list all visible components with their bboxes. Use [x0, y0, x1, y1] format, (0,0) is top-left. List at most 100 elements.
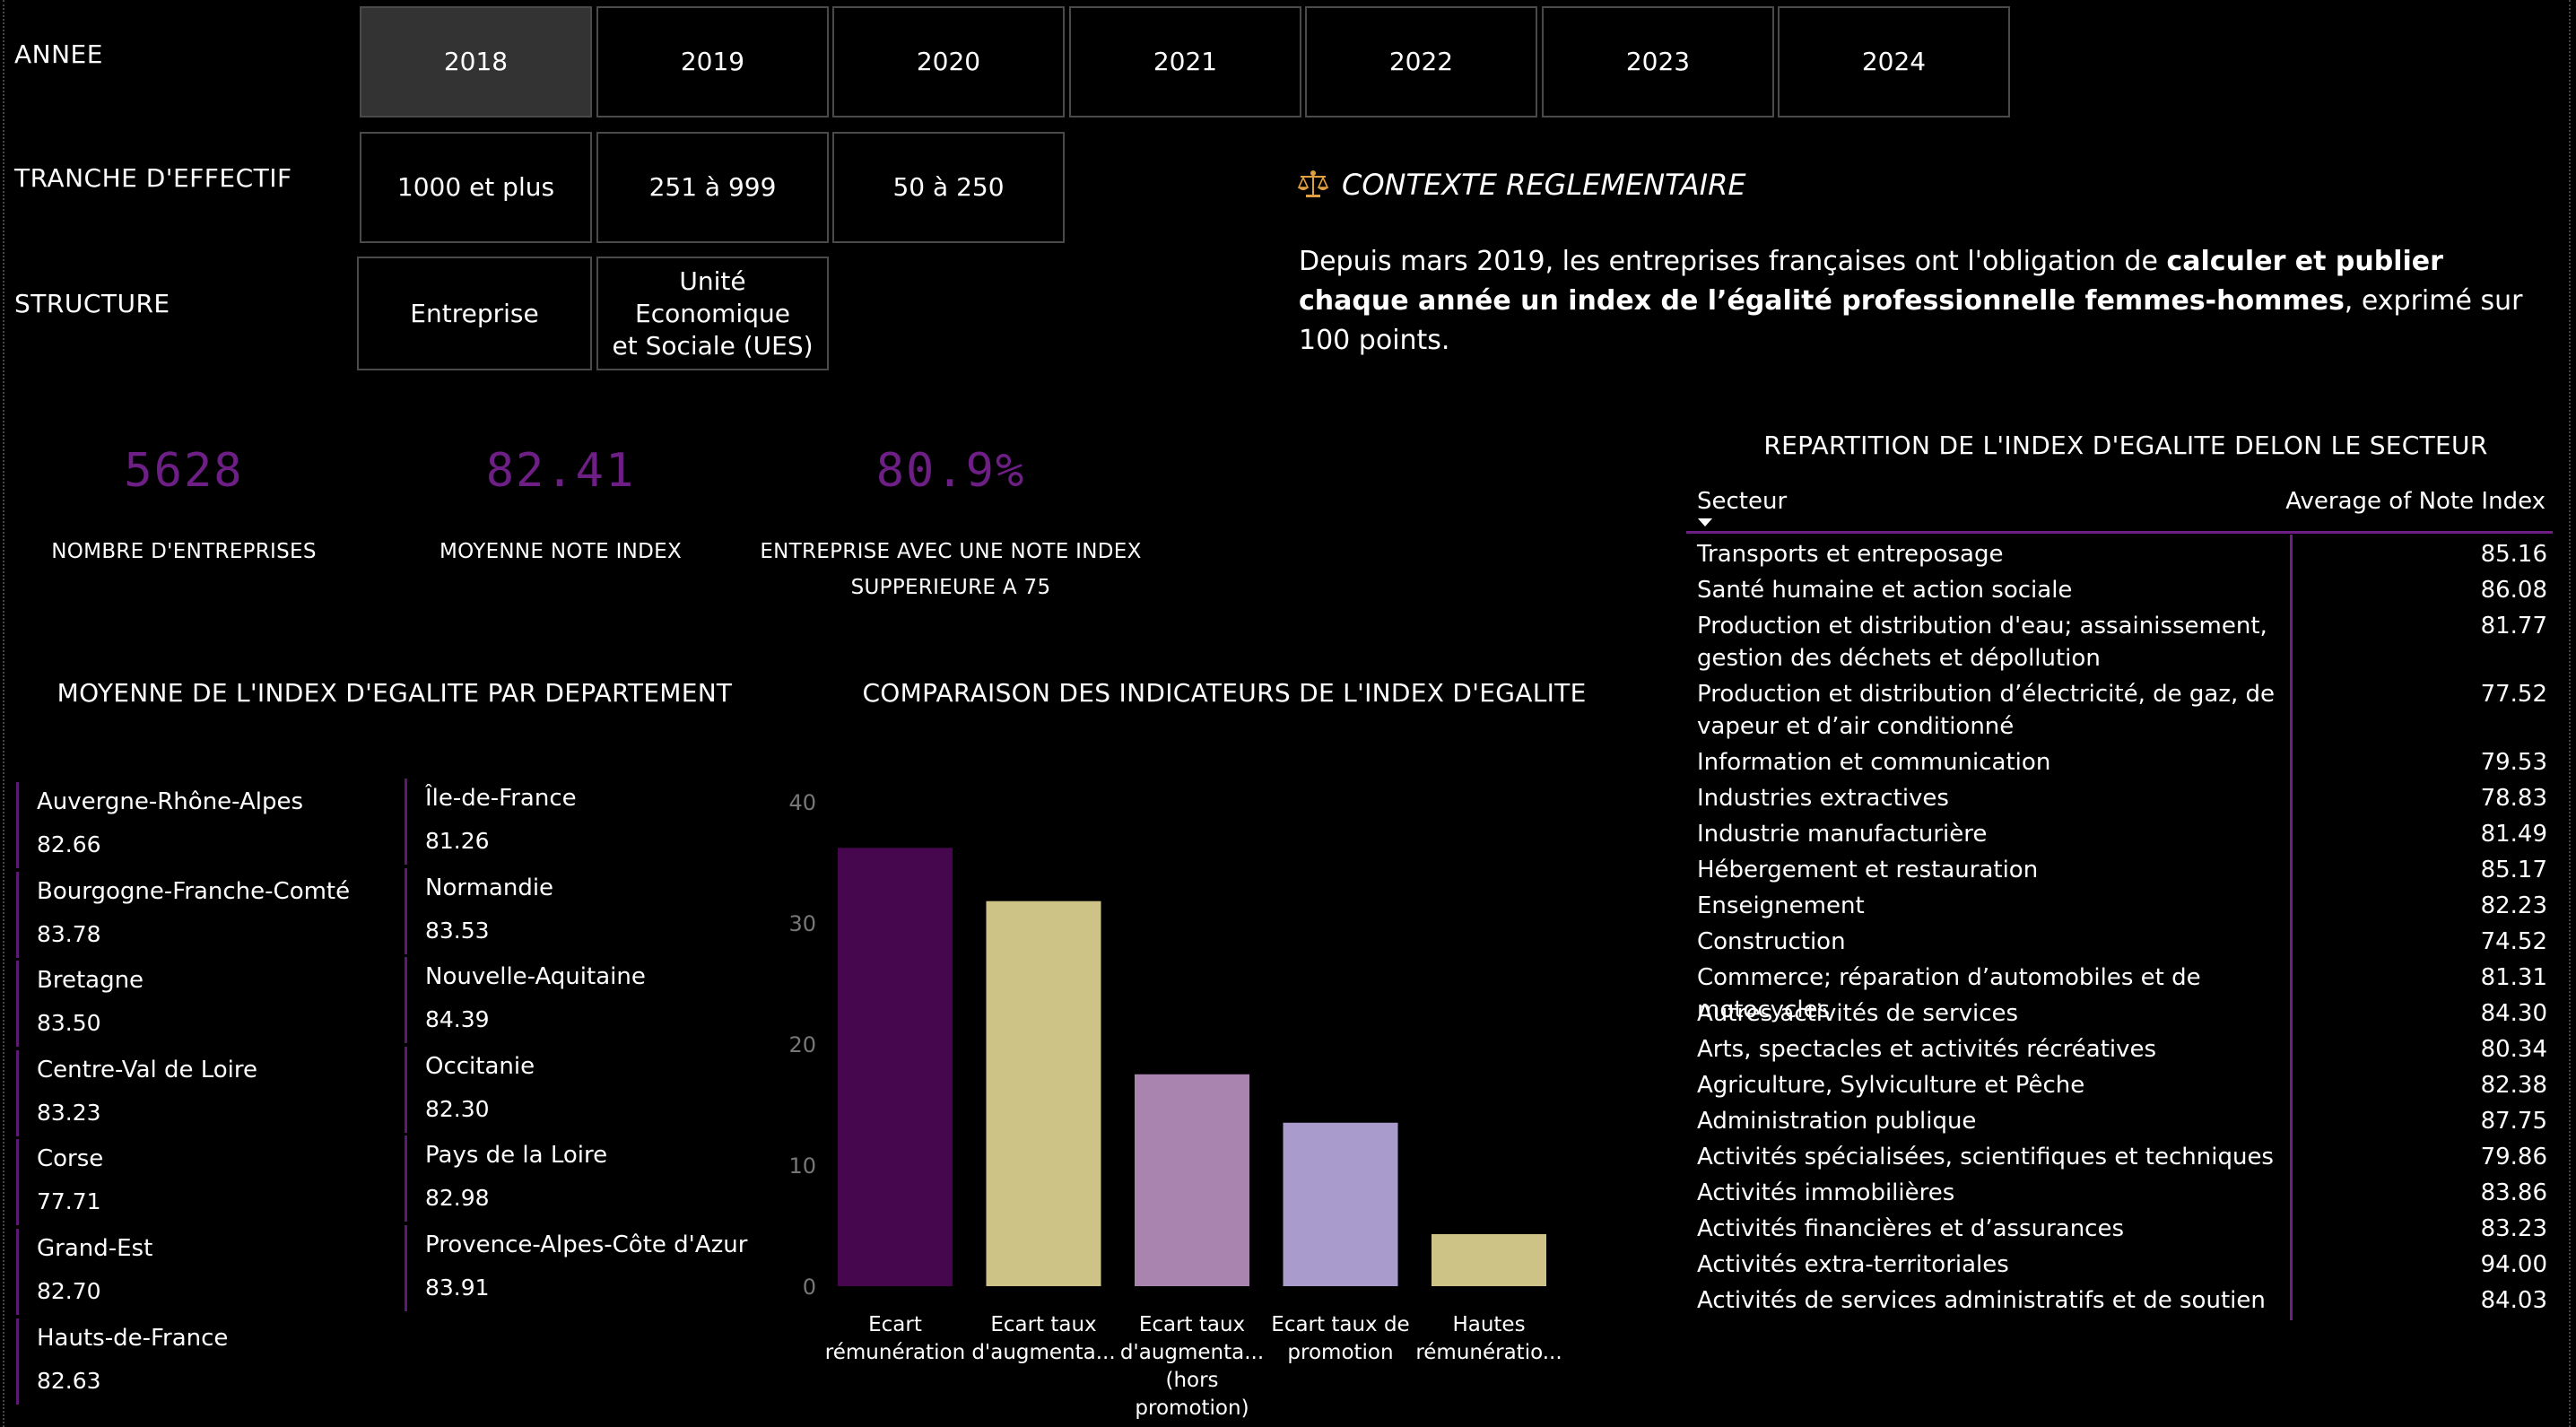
- kpi-percent-label: ENTREPRISE AVEC UNE NOTE INDEX SUPPERIEU…: [753, 534, 1148, 605]
- chart-bar[interactable]: [1283, 1122, 1398, 1286]
- department-value: 83.53: [425, 917, 490, 944]
- x-category-label: Ecart taux: [1139, 1313, 1245, 1336]
- sector-row-value: 87.75: [2480, 1108, 2547, 1135]
- report-border-right: [2569, 0, 2571, 1427]
- sector-column-header[interactable]: Secteur: [1697, 488, 1788, 515]
- sector-row-name[interactable]: Production et distribution d'eau; assain…: [1697, 610, 2307, 674]
- department-name: Nouvelle-Aquitaine: [425, 963, 646, 991]
- sort-descending-icon[interactable]: [1698, 518, 1712, 526]
- x-category-label: promotion: [1287, 1341, 1393, 1364]
- sector-row-value: 84.03: [2480, 1287, 2547, 1314]
- x-category-label: (hors: [1165, 1369, 1218, 1392]
- chart-title: COMPARAISON DES INDICATEURS DE L'INDEX D…: [862, 678, 1587, 708]
- effectif-button-50-250[interactable]: 50 à 250: [832, 132, 1065, 243]
- sector-row-name[interactable]: Commerce; réparation d’automobiles et de…: [1697, 961, 2307, 1026]
- sector-row-name-line1: Arts, spectacles et activités récréative…: [1697, 1036, 2157, 1063]
- sector-row-name[interactable]: Administration publique: [1697, 1105, 2307, 1137]
- department-card: Bourgogne-Franche-Comté 83.78: [16, 871, 375, 958]
- year-button-2022[interactable]: 2022: [1305, 6, 1537, 117]
- sector-row-name[interactable]: Arts, spectacles et activités récréative…: [1697, 1033, 2307, 1066]
- department-card: Provence-Alpes-Côte d'Azur 83.91: [405, 1225, 763, 1311]
- structure-button-entreprise[interactable]: Entreprise: [357, 257, 592, 370]
- department-value: 83.78: [37, 920, 101, 947]
- department-name: Bretagne: [37, 967, 144, 995]
- department-card: Normandie 83.53: [405, 867, 763, 954]
- sector-row-name[interactable]: Production et distribution d’électricité…: [1697, 678, 2307, 743]
- sector-row-name-line2: gestion des déchets et dépollution: [1697, 645, 2101, 672]
- chart-bar[interactable]: [838, 848, 953, 1286]
- value-column-header[interactable]: Average of Note Index: [2285, 488, 2546, 515]
- sector-row-name-line1: Activités immobilières: [1697, 1179, 1955, 1206]
- sector-row-name-line1: Administration publique: [1697, 1108, 1977, 1135]
- sector-row-name-line1: Construction: [1697, 928, 1846, 955]
- sector-row-name[interactable]: Construction: [1697, 926, 2307, 958]
- effectif-button-251-999[interactable]: 251 à 999: [596, 132, 829, 243]
- context-title: CONTEXTE REGLEMENTAIRE: [1297, 168, 1746, 202]
- y-tick-label: 10: [788, 1153, 816, 1179]
- department-name: Corse: [37, 1145, 104, 1173]
- structure-filter-label: STRUCTURE: [14, 289, 170, 318]
- year-button-2021[interactable]: 2021: [1069, 6, 1301, 117]
- sector-table-title: REPARTITION DE L'INDEX D'EGALITE DELON L…: [1763, 431, 2488, 460]
- chart-bar[interactable]: [986, 901, 1101, 1286]
- structure-button-ues[interactable]: Unité Economique et Sociale (UES): [596, 257, 829, 370]
- department-value: 82.70: [37, 1278, 101, 1304]
- sector-row-name-line1: Production et distribution d’électricité…: [1697, 681, 2275, 708]
- department-value: 83.50: [37, 1010, 101, 1037]
- sector-row-name[interactable]: Activités extra-territoriales: [1697, 1249, 2307, 1281]
- sector-row-value: 83.23: [2480, 1215, 2547, 1242]
- sector-row-name[interactable]: Industries extractives: [1697, 782, 2307, 814]
- sector-row-value: 79.86: [2480, 1144, 2547, 1170]
- sector-row-name[interactable]: Activités de services administratifs et …: [1697, 1284, 2307, 1317]
- x-category-label: Ecart taux: [990, 1313, 1096, 1336]
- sector-row-value: 85.16: [2480, 541, 2547, 568]
- x-category-label: Hautes: [1452, 1313, 1525, 1336]
- sector-row-value: 84.30: [2480, 1000, 2547, 1027]
- sector-row-name-line1: Santé humaine et action sociale: [1697, 577, 2073, 604]
- department-value: 77.71: [37, 1188, 101, 1215]
- sector-row-name-line1: Commerce; réparation d’automobiles et de…: [1697, 964, 2201, 1023]
- year-button-2024[interactable]: 2024: [1778, 6, 2010, 117]
- sector-row-name[interactable]: Agriculture, Sylviculture et Pêche: [1697, 1069, 2307, 1101]
- sector-row-name[interactable]: Activités spécialisées, scientifiques et…: [1697, 1141, 2307, 1173]
- report-border-left: [3, 0, 4, 1427]
- context-text-part1: Depuis mars 2019, les entreprises frança…: [1299, 246, 2167, 277]
- x-category-label: d'augmenta...: [1120, 1341, 1264, 1364]
- department-name: Île-de-France: [425, 785, 577, 812]
- department-card: Nouvelle-Aquitaine 84.39: [405, 957, 763, 1044]
- ues-label-line2: et Sociale (UES): [612, 330, 814, 361]
- sector-row-name-line1: Information et communication: [1697, 749, 2051, 776]
- year-button-2018[interactable]: 2018: [360, 6, 592, 117]
- chart-bar[interactable]: [1135, 1074, 1249, 1286]
- year-button-2019[interactable]: 2019: [596, 6, 829, 117]
- year-button-2023[interactable]: 2023: [1542, 6, 1774, 117]
- department-name: Grand-Est: [37, 1235, 153, 1262]
- sector-row-value: 83.86: [2480, 1179, 2547, 1206]
- sector-row-name-line1: Production et distribution d'eau; assain…: [1697, 613, 2267, 640]
- effectif-button-1000-plus[interactable]: 1000 et plus: [360, 132, 592, 243]
- sector-row-name[interactable]: Activités immobilières: [1697, 1177, 2307, 1209]
- sector-row-name-line1: Hébergement et restauration: [1697, 857, 2039, 883]
- kpi-percent-label-line1: ENTREPRISE AVEC UNE NOTE INDEX: [760, 540, 1142, 563]
- sector-row-name-line1: Activités extra-territoriales: [1697, 1251, 2009, 1278]
- sector-row-name-line1: Industries extractives: [1697, 785, 1949, 812]
- sector-row-name[interactable]: Hébergement et restauration: [1697, 854, 2307, 886]
- y-tick-label: 20: [788, 1032, 816, 1057]
- sector-row-name-line1: Activités spécialisées, scientifiques et…: [1697, 1144, 2274, 1170]
- sector-row-name[interactable]: Activités financières et d’assurances: [1697, 1213, 2307, 1245]
- sector-row-name[interactable]: Industrie manufacturière: [1697, 818, 2307, 850]
- year-button-2020[interactable]: 2020: [832, 6, 1065, 117]
- sector-row-name[interactable]: Enseignement: [1697, 890, 2307, 922]
- sector-row-name[interactable]: Transports et entreposage: [1697, 538, 2307, 570]
- sector-row-name[interactable]: Autres activités de services: [1697, 997, 2307, 1030]
- department-value: 82.30: [425, 1095, 490, 1122]
- sector-row-name[interactable]: Information et communication: [1697, 746, 2307, 779]
- x-category-label: d'augmenta...: [971, 1341, 1115, 1364]
- department-value: 82.98: [425, 1185, 490, 1212]
- sector-row-name[interactable]: Santé humaine et action sociale: [1697, 574, 2307, 606]
- sector-row-value: 94.00: [2480, 1251, 2547, 1278]
- context-text: Depuis mars 2019, les entreprises frança…: [1299, 242, 2554, 361]
- chart-bar[interactable]: [1432, 1233, 1546, 1286]
- sector-row-value: 81.31: [2480, 964, 2547, 991]
- department-name: Bourgogne-Franche-Comté: [37, 877, 351, 905]
